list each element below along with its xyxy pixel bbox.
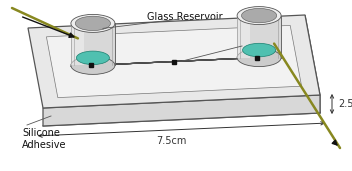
- Ellipse shape: [71, 14, 115, 32]
- Polygon shape: [43, 95, 320, 126]
- Text: 5cm: 5cm: [163, 45, 184, 56]
- Polygon shape: [71, 23, 115, 65]
- Polygon shape: [305, 15, 320, 113]
- Text: 2.5cm: 2.5cm: [338, 99, 352, 109]
- Polygon shape: [46, 25, 302, 98]
- Text: Silicone
Adhesive: Silicone Adhesive: [22, 128, 67, 150]
- Ellipse shape: [237, 7, 281, 25]
- Text: 7.5cm: 7.5cm: [156, 135, 187, 146]
- Polygon shape: [28, 15, 320, 108]
- Ellipse shape: [237, 49, 281, 67]
- Polygon shape: [71, 23, 84, 65]
- Polygon shape: [237, 16, 281, 58]
- Ellipse shape: [71, 56, 115, 74]
- Ellipse shape: [243, 43, 276, 57]
- Ellipse shape: [75, 16, 111, 31]
- Polygon shape: [237, 16, 250, 58]
- Text: Glass Reservoir
~0.75mL: Glass Reservoir ~0.75mL: [147, 12, 223, 34]
- Ellipse shape: [76, 51, 109, 65]
- Ellipse shape: [241, 8, 277, 23]
- Text: Metal Slit for
WCID: Metal Slit for WCID: [221, 38, 283, 60]
